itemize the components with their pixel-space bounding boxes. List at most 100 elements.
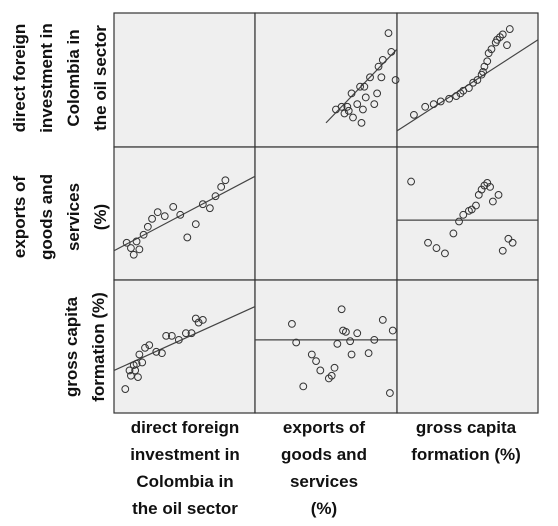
- point-r1-c3-7: [456, 89, 465, 98]
- point-r3-c2-2: [292, 338, 301, 347]
- col-label-2-line-4: (%): [310, 499, 338, 518]
- panel-r1-c1: [113, 12, 256, 148]
- point-r1-c2-9: [356, 82, 364, 91]
- point-r3-c2-10: [333, 339, 342, 348]
- panel-r3-c1: [113, 279, 256, 414]
- point-r3-c2-4: [307, 350, 316, 359]
- point-r3-c1-6: [132, 359, 141, 368]
- panel-r3-c2: [254, 279, 398, 414]
- point-r2-c3-5: [449, 229, 458, 238]
- point-r1-c2-11: [359, 105, 367, 114]
- point-r3-c2-15: [347, 350, 356, 359]
- point-r2-c1-14: [191, 220, 200, 229]
- point-r3-c1-17: [182, 329, 190, 338]
- point-r3-c1-2: [125, 366, 134, 375]
- col-label-1-line-1: direct foreign: [130, 418, 240, 437]
- point-r1-c3-16: [484, 49, 493, 58]
- point-r3-c2-1: [288, 319, 296, 328]
- row-label-1: direct foreign investment in Colombia in…: [6, 8, 114, 148]
- panel-grid: [113, 12, 539, 414]
- row-label-1-line-2: investment in: [37, 23, 56, 133]
- point-r2-c3-1: [407, 177, 416, 186]
- point-r3-c2-17: [364, 349, 373, 358]
- point-r1-c3-6: [452, 92, 461, 100]
- point-r2-c1-4: [132, 237, 141, 246]
- panel-r1-c2: [254, 12, 398, 148]
- point-r3-c2-19: [378, 316, 387, 324]
- row-label-3-line-1: gross capita: [62, 296, 81, 398]
- point-r2-c1-18: [217, 183, 226, 191]
- point-r1-c3-15: [483, 57, 492, 66]
- point-r1-c2-8: [353, 100, 362, 109]
- point-r2-c1-19: [221, 176, 230, 185]
- point-r3-c2-8: [327, 371, 336, 380]
- point-r3-c2-14: [346, 337, 355, 346]
- point-r1-c2-2: [337, 102, 346, 111]
- point-r3-c1-15: [167, 331, 176, 340]
- point-r1-c3-20: [496, 33, 504, 42]
- point-r1-c3-3: [429, 100, 438, 109]
- col-label-2-line-1: exports of: [282, 418, 366, 437]
- point-r1-c2-5: [344, 106, 353, 115]
- point-r2-c3-18: [498, 246, 507, 255]
- point-r3-c1-21: [198, 316, 207, 324]
- point-r2-c1-13: [183, 233, 192, 242]
- point-r3-c2-11: [337, 305, 346, 314]
- row-label-2-line-3: services: [64, 182, 83, 252]
- point-r1-c2-14: [366, 73, 374, 82]
- col-label-1-line-4: the oil sector: [132, 499, 238, 518]
- point-r1-c2-12: [360, 82, 369, 91]
- row-label-2-line-4: (%): [91, 203, 110, 231]
- col-label-1: direct foreign investment in Colombia in…: [115, 414, 255, 522]
- point-r3-c2-5: [312, 357, 320, 366]
- point-r2-c1-16: [205, 204, 214, 213]
- point-r2-c3-17: [494, 190, 503, 199]
- row-label-3: gross capita formation (%): [58, 282, 112, 412]
- col-label-2-line-3: services: [289, 472, 359, 491]
- point-r2-c1-9: [153, 208, 162, 217]
- point-r3-c1-12: [152, 347, 161, 356]
- point-r1-c3-23: [505, 25, 514, 33]
- point-r1-c3-9: [465, 84, 473, 92]
- col-label-3: gross capita formation (%): [396, 414, 536, 468]
- point-r2-c3-4: [441, 249, 449, 258]
- point-r3-c2-20: [386, 389, 394, 397]
- point-r2-c3-9: [467, 205, 476, 214]
- point-r3-c1-20: [194, 318, 203, 327]
- point-r1-c2-15: [370, 100, 379, 109]
- point-r1-c2-20: [384, 29, 393, 37]
- point-r1-c3-17: [487, 45, 496, 54]
- scatter-marks: [113, 25, 539, 397]
- point-r3-c2-6: [316, 366, 325, 375]
- point-r2-c3-6: [455, 217, 463, 226]
- point-r1-c3-19: [493, 35, 502, 44]
- point-r1-c2-6: [347, 89, 356, 98]
- point-r3-c1-1: [121, 385, 130, 393]
- point-r2-c3-2: [424, 238, 432, 247]
- point-r3-c1-13: [158, 349, 166, 358]
- point-r1-c3-11: [473, 76, 482, 84]
- point-r1-c3-13: [479, 68, 487, 76]
- point-r2-c1-8: [148, 214, 156, 223]
- point-r3-c1-10: [141, 343, 149, 352]
- point-r2-c1-7: [143, 222, 152, 231]
- point-r1-c2-19: [378, 56, 387, 64]
- col-label-2: exports of goods and services (%): [254, 414, 394, 522]
- point-r2-c1-12: [176, 210, 185, 219]
- panel-r2-c3: [396, 146, 539, 281]
- point-r1-c3-1: [410, 110, 418, 119]
- point-r2-c3-14: [483, 179, 492, 187]
- point-r3-c1-8: [135, 350, 144, 359]
- fit-line-r1-c2: [325, 48, 398, 124]
- point-r2-c1-6: [139, 230, 148, 239]
- point-r2-c3-15: [486, 183, 494, 191]
- point-r3-c2-21: [388, 326, 397, 335]
- point-r2-c1-15: [198, 200, 207, 209]
- panel-r3-c3: [396, 279, 539, 414]
- point-r1-c3-10: [469, 78, 478, 87]
- point-r3-c1-7: [134, 373, 142, 381]
- point-r2-c3-19: [504, 234, 513, 243]
- point-r3-c1-18: [187, 329, 196, 338]
- row-label-1-line-1: direct foreign: [10, 23, 29, 133]
